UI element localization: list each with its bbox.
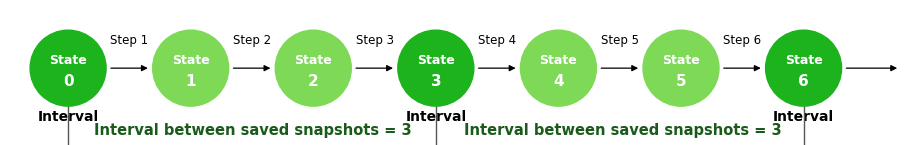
Text: Step 4: Step 4: [479, 34, 516, 47]
Circle shape: [398, 30, 474, 106]
Text: 1: 1: [185, 74, 196, 89]
Circle shape: [275, 30, 351, 106]
Circle shape: [520, 30, 597, 106]
Text: Step 1: Step 1: [111, 34, 148, 47]
Circle shape: [30, 30, 106, 106]
Text: 6: 6: [798, 74, 809, 89]
Text: Interval between saved snapshots = 3: Interval between saved snapshots = 3: [464, 123, 782, 138]
Text: State: State: [294, 54, 332, 67]
Text: Step 6: Step 6: [724, 34, 761, 47]
Text: State: State: [539, 54, 577, 67]
Text: Interval: Interval: [773, 110, 834, 124]
Text: Step 2: Step 2: [233, 34, 271, 47]
Text: State: State: [785, 54, 823, 67]
Text: State: State: [417, 54, 455, 67]
Circle shape: [153, 30, 229, 106]
Text: State: State: [662, 54, 700, 67]
Text: State: State: [172, 54, 210, 67]
Text: 2: 2: [308, 74, 319, 89]
Text: Interval: Interval: [405, 110, 467, 124]
Circle shape: [765, 30, 842, 106]
Text: 0: 0: [63, 74, 74, 89]
Text: Step 5: Step 5: [601, 34, 638, 47]
Text: 3: 3: [430, 74, 441, 89]
Text: 4: 4: [553, 74, 564, 89]
Circle shape: [643, 30, 719, 106]
Text: Step 3: Step 3: [356, 34, 393, 47]
Text: Interval between saved snapshots = 3: Interval between saved snapshots = 3: [94, 123, 411, 138]
Text: State: State: [49, 54, 87, 67]
Text: Interval: Interval: [37, 110, 99, 124]
Text: 5: 5: [676, 74, 686, 89]
